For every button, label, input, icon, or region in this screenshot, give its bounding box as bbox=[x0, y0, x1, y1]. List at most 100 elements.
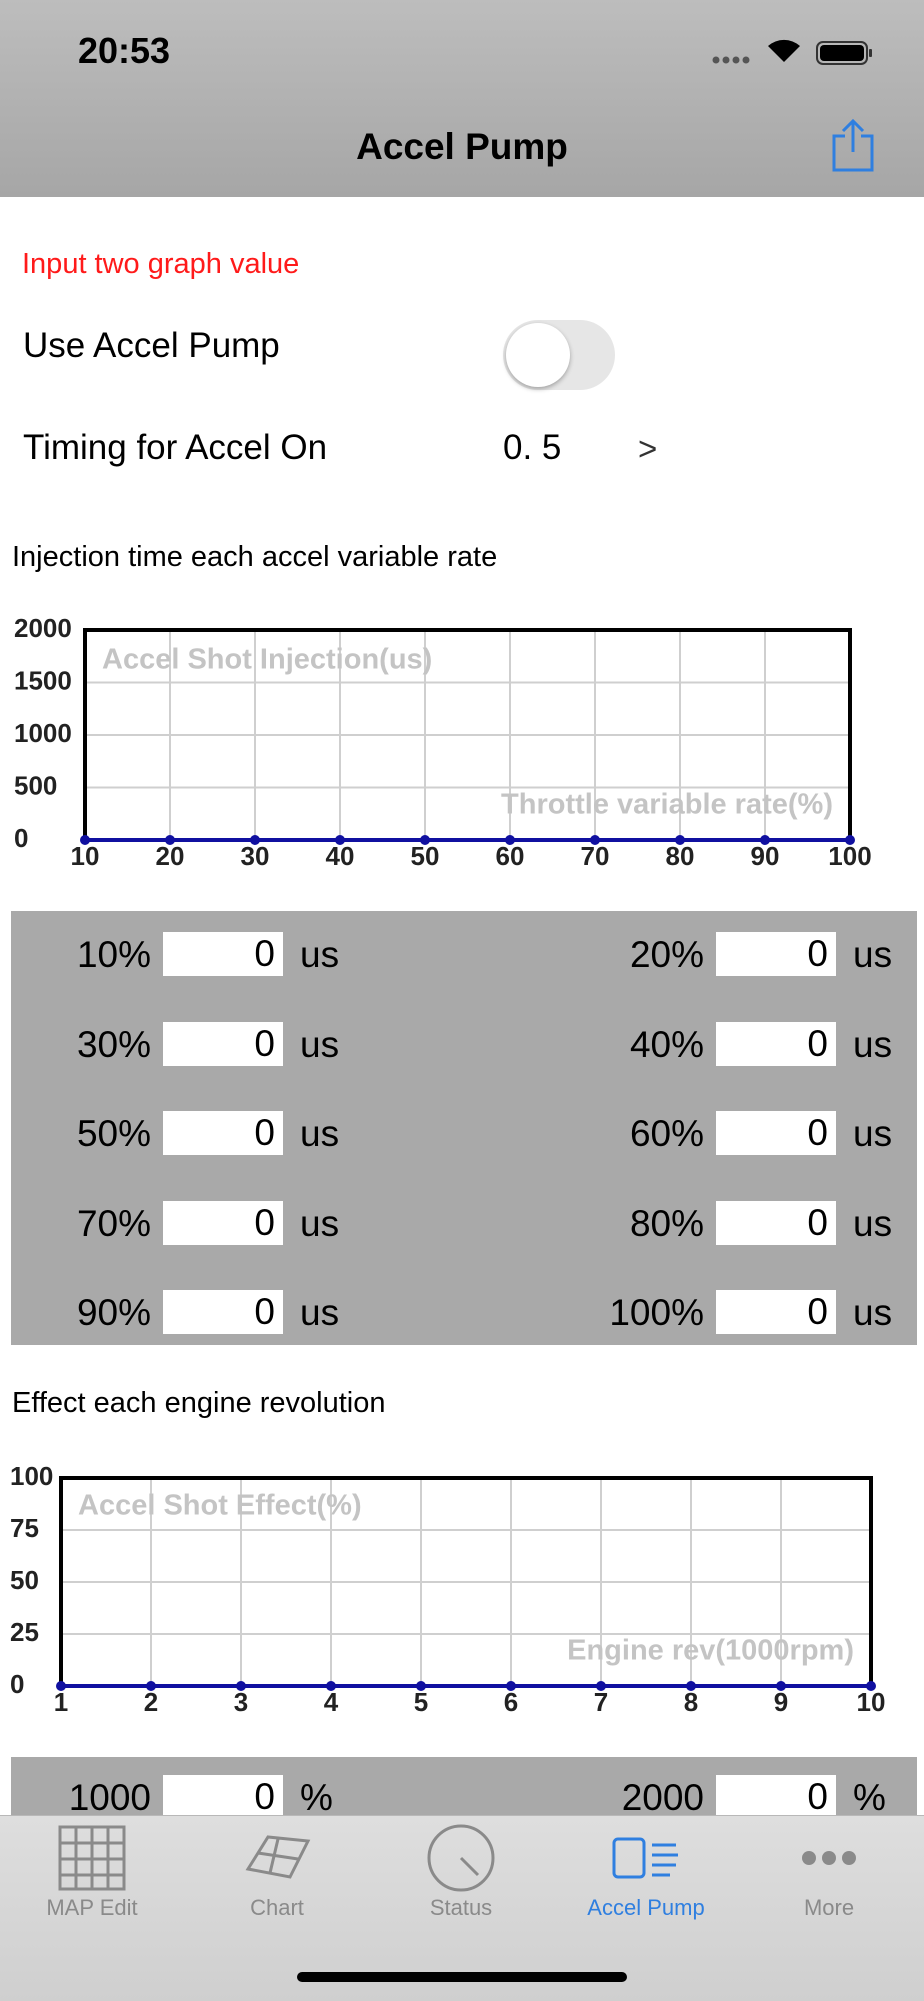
input-unit: us bbox=[853, 1023, 893, 1065]
y-tick-label: 0 bbox=[10, 1669, 24, 1699]
data-point bbox=[590, 835, 600, 845]
input-field[interactable]: 0 bbox=[163, 1290, 283, 1334]
data-point bbox=[776, 1681, 786, 1691]
setting-label: Use Accel Pump bbox=[23, 326, 280, 365]
charts: 10 20 30 40 50 60 70 80 90 1000500100015002000Acc… bbox=[10, 613, 886, 1717]
input-field[interactable]: 0 bbox=[163, 1775, 283, 1815]
x-tick-label: 80 bbox=[666, 841, 695, 871]
x-tick-label: 4 bbox=[324, 1687, 339, 1717]
tab-label[interactable]: Accel Pump bbox=[587, 1895, 705, 1920]
data-point bbox=[686, 1681, 696, 1691]
input-field[interactable]: 0 bbox=[716, 1290, 836, 1334]
input-unit: us bbox=[853, 934, 893, 975]
notice: Input two graph value bbox=[22, 248, 300, 280]
data-point bbox=[146, 1681, 156, 1691]
input-unit: us bbox=[300, 1202, 340, 1244]
toggle-knob bbox=[506, 323, 570, 387]
status-time: 20:53 bbox=[78, 30, 171, 71]
chevron[interactable]: > bbox=[638, 430, 658, 467]
data-point bbox=[760, 835, 770, 845]
data-point bbox=[236, 1681, 246, 1691]
input-unit: % bbox=[853, 1777, 886, 1815]
x-tick-label: 9 bbox=[774, 1687, 788, 1717]
data-point bbox=[80, 835, 90, 845]
tab-label[interactable]: More bbox=[803, 1895, 855, 1920]
input-unit: us bbox=[300, 1023, 340, 1065]
data-point bbox=[675, 835, 685, 845]
input-unit: us bbox=[300, 934, 340, 975]
input-label: 50% bbox=[76, 1113, 151, 1154]
x-tick-label: 1 bbox=[54, 1687, 68, 1717]
y-tick-label: 50 bbox=[10, 1565, 39, 1595]
chart-title: Injection time each accel variable rate bbox=[12, 541, 498, 573]
data-point bbox=[506, 1681, 516, 1691]
x-tick-label: 30 bbox=[241, 841, 270, 871]
x-tick-label: 20 bbox=[156, 841, 185, 871]
tab-bar bbox=[0, 1815, 924, 2001]
input-panel: 10% 0 us 20% 0 us 30% 0 us 40% 0 us 50% 0 us 60% 0 us 70% 0… bbox=[11, 911, 917, 1345]
home-indicator bbox=[297, 1972, 627, 1982]
input-field[interactable]: 0 bbox=[716, 1111, 836, 1155]
input-label: 10% bbox=[76, 934, 151, 975]
data-point bbox=[165, 835, 175, 845]
nav-bar bbox=[0, 0, 924, 197]
input-unit: us bbox=[853, 1113, 893, 1154]
x-tick-label: 100 bbox=[828, 841, 871, 871]
x-axis-title: Engine rev(1000rpm) bbox=[567, 1635, 854, 1667]
input-unit: % bbox=[300, 1777, 333, 1815]
y-tick-label: 75 bbox=[10, 1513, 39, 1543]
input-label: 90% bbox=[76, 1292, 151, 1333]
x-tick-label: 60 bbox=[496, 841, 525, 871]
tab-label[interactable]: Chart bbox=[250, 1895, 304, 1920]
input-field[interactable]: 0 bbox=[163, 1111, 283, 1155]
input-field[interactable]: 0 bbox=[163, 1021, 283, 1066]
x-tick-label: 7 bbox=[594, 1687, 608, 1717]
data-point bbox=[56, 1681, 66, 1691]
x-tick-label: 8 bbox=[684, 1687, 698, 1717]
x-tick-label: 6 bbox=[504, 1687, 518, 1717]
input-label: 20% bbox=[629, 934, 704, 975]
data-point bbox=[845, 835, 855, 845]
input-field[interactable]: 0 bbox=[716, 1021, 836, 1066]
data-point bbox=[866, 1681, 876, 1691]
y-tick-label: 25 bbox=[10, 1617, 39, 1647]
data-point bbox=[596, 1681, 606, 1691]
input-label: 30% bbox=[76, 1023, 151, 1065]
toggle[interactable] bbox=[503, 320, 615, 390]
y-tick-label: 1500 bbox=[14, 665, 72, 695]
x-tick-label: 70 bbox=[581, 841, 610, 871]
input-field[interactable]: 0 bbox=[716, 1200, 836, 1245]
input-field[interactable]: 0 bbox=[716, 1775, 836, 1815]
input-label: 60% bbox=[629, 1113, 704, 1154]
input-label: 70% bbox=[76, 1202, 151, 1244]
tab-icons bbox=[58, 1824, 856, 1892]
input-unit: us bbox=[853, 1292, 893, 1333]
setting-value[interactable]: 0. 5 bbox=[503, 428, 562, 467]
y-tick-label: 500 bbox=[14, 770, 57, 800]
y-tick-label: 2000 bbox=[14, 613, 72, 643]
input-label: 100% bbox=[609, 1292, 704, 1333]
x-axis-title: Throttle variable rate(%) bbox=[501, 789, 833, 821]
x-tick-label: 10 bbox=[857, 1687, 886, 1717]
y-tick-label: 1000 bbox=[14, 718, 72, 748]
nav-title: Accel Pump bbox=[356, 126, 568, 167]
tab-label[interactable]: Status bbox=[429, 1895, 493, 1920]
input-unit: us bbox=[853, 1202, 893, 1244]
input-unit: us bbox=[300, 1292, 340, 1333]
data-point bbox=[250, 835, 260, 845]
setting-label: Timing for Accel On bbox=[23, 428, 328, 467]
x-tick-label: 90 bbox=[751, 841, 780, 871]
share-button[interactable] bbox=[830, 118, 876, 174]
input-panel: 1000 0% 2000 0% bbox=[11, 1757, 917, 1815]
y-tick-label: 100 bbox=[10, 1461, 53, 1491]
input-field[interactable]: 0 bbox=[163, 1200, 283, 1245]
input-label: 40% bbox=[629, 1023, 704, 1065]
tab-label[interactable]: MAP Edit bbox=[46, 1895, 138, 1920]
input-label: 1000 bbox=[68, 1777, 151, 1815]
y-axis-title: Accel Shot Injection(us) bbox=[102, 644, 432, 676]
chart-title: Effect each engine revolution bbox=[12, 1387, 386, 1419]
data-point bbox=[416, 1681, 426, 1691]
input-field[interactable]: 0 bbox=[163, 932, 283, 976]
input-field[interactable]: 0 bbox=[716, 932, 836, 976]
